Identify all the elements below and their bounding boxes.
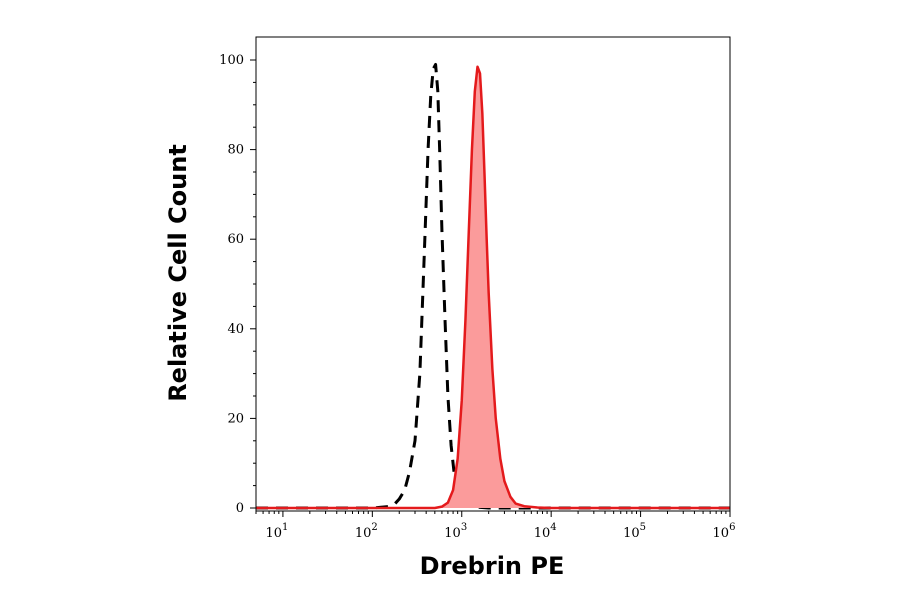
x-tick-label: 105: [623, 522, 646, 541]
x-axis-title: Drebrin PE: [420, 552, 565, 580]
y-axis-title: Relative Cell Count: [164, 144, 192, 402]
plot-series-group: [256, 62, 730, 510]
y-tick-label: 60: [227, 232, 244, 247]
x-tick-label: 103: [444, 522, 467, 541]
series-1-area: [256, 66, 730, 508]
y-tick-label: 20: [227, 411, 244, 426]
y-tick-label: 80: [227, 143, 244, 158]
series-0-line: [256, 62, 730, 510]
axis-ticks-group: 0 20 40 60 80 100 101 102 103 104 105 106: [219, 53, 735, 541]
series-1-line: [256, 65, 730, 510]
y-tick-label: 100: [219, 53, 244, 68]
x-tick-label: 104: [534, 522, 557, 541]
y-tick-label: 40: [227, 322, 244, 337]
x-tick-label: 102: [355, 522, 378, 541]
y-tick-label: 0: [236, 501, 244, 516]
x-tick-label: 106: [713, 522, 736, 541]
x-tick-label: 101: [265, 522, 288, 541]
plot-frame: [255, 36, 731, 512]
